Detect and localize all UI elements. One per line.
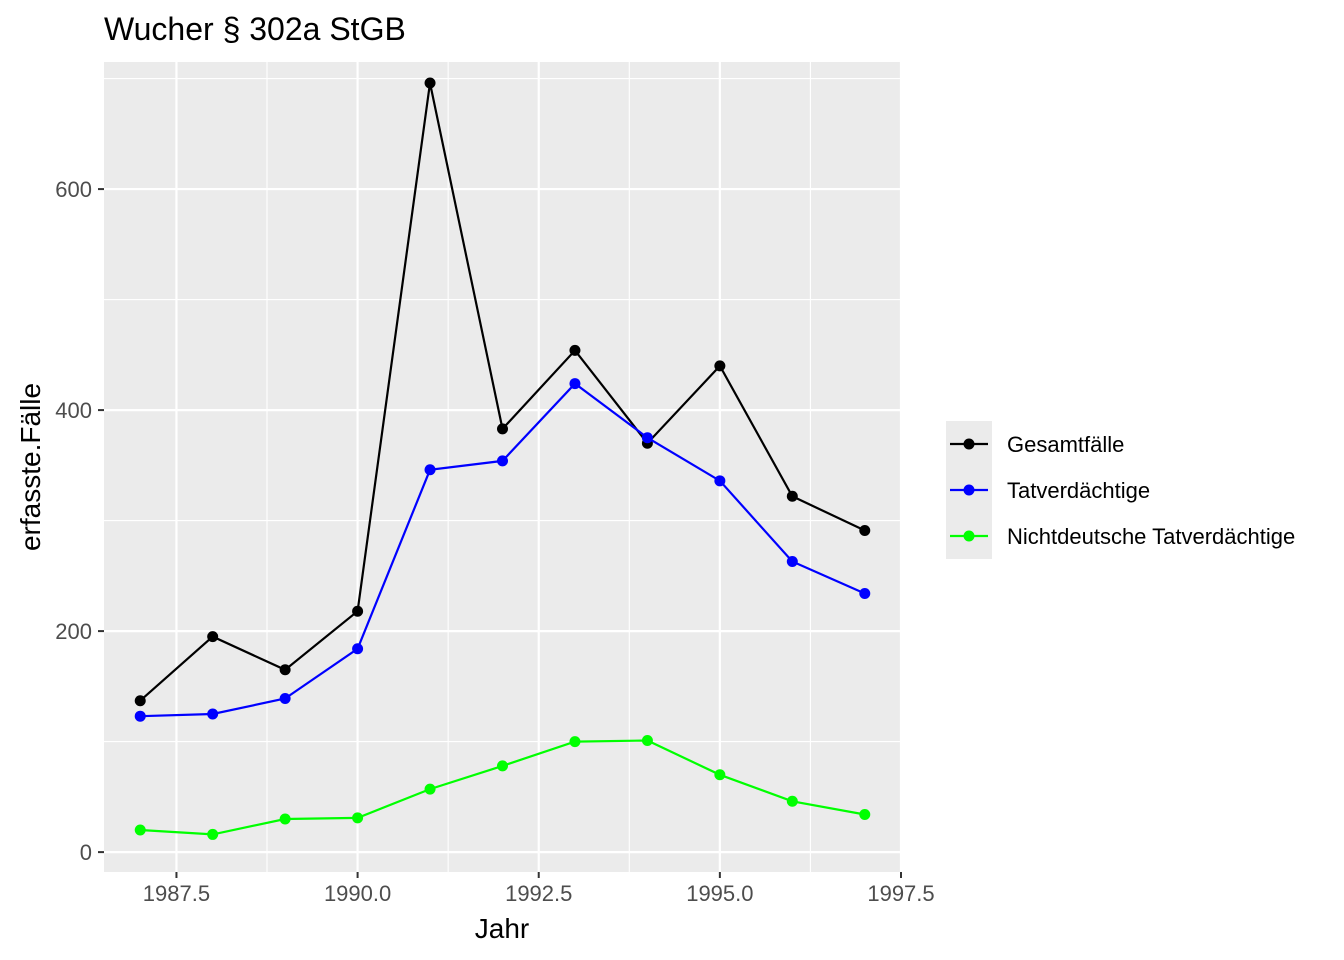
data-point: [207, 708, 219, 720]
data-point: [714, 769, 726, 781]
grid-lines: [104, 62, 903, 872]
x-tick-label: 1997.5: [867, 881, 934, 906]
data-point: [569, 378, 581, 390]
data-point: [714, 475, 726, 487]
data-point: [714, 360, 726, 372]
data-point: [497, 455, 508, 467]
data-point: [207, 631, 219, 643]
x-tick-label: 1990.0: [324, 881, 391, 906]
legend-key-point: [963, 484, 975, 496]
legend-key-point: [963, 438, 975, 450]
data-point: [859, 809, 871, 821]
y-tick-label: 0: [80, 840, 92, 865]
data-point: [279, 813, 291, 825]
series-layer: [134, 77, 871, 840]
legend-key-point: [963, 530, 975, 542]
data-point: [569, 736, 581, 748]
x-tick-label: 1995.0: [686, 881, 753, 906]
y-tick-label: 600: [55, 177, 92, 202]
data-point: [641, 432, 653, 444]
data-point: [279, 693, 291, 705]
legend-label: Tatverdächtige: [1007, 478, 1150, 503]
data-point: [497, 760, 508, 772]
data-point: [352, 643, 364, 655]
data-point: [859, 588, 871, 600]
data-point: [424, 783, 436, 795]
data-point: [786, 555, 798, 567]
data-point: [859, 525, 871, 537]
y-tick-label: 400: [55, 398, 92, 423]
axes: 1987.5 1990.0 1992.5 1995.0 1997.5 0 200 400 600: [55, 177, 934, 906]
legend-label: Gesamtfälle: [1007, 432, 1124, 457]
data-point: [786, 795, 798, 807]
data-point: [497, 423, 508, 435]
data-point: [207, 828, 219, 840]
data-point: [279, 664, 291, 676]
data-point: [424, 77, 436, 89]
y-axis-title: erfasste.Fälle: [15, 383, 46, 551]
data-point: [352, 605, 364, 617]
data-point: [352, 812, 364, 824]
data-point: [134, 695, 146, 707]
y-tick-label: 200: [55, 619, 92, 644]
data-point: [569, 344, 581, 356]
legend: Gesamtfälle Tatverdächtige Nichtdeutsche T…: [946, 421, 1295, 559]
legend-label: Nichtdeutsche Tatverdächtige: [1007, 524, 1295, 549]
plot-panel: [104, 62, 901, 872]
x-tick-label: 1992.5: [505, 881, 572, 906]
data-point: [424, 464, 436, 476]
data-point: [786, 490, 798, 502]
x-tick-label: 1987.5: [143, 881, 210, 906]
chart-title: Wucher § 302a StGB: [104, 11, 406, 47]
data-point: [134, 710, 146, 722]
data-point: [134, 824, 146, 836]
data-point: [641, 734, 653, 746]
x-axis-title: Jahr: [475, 913, 529, 944]
